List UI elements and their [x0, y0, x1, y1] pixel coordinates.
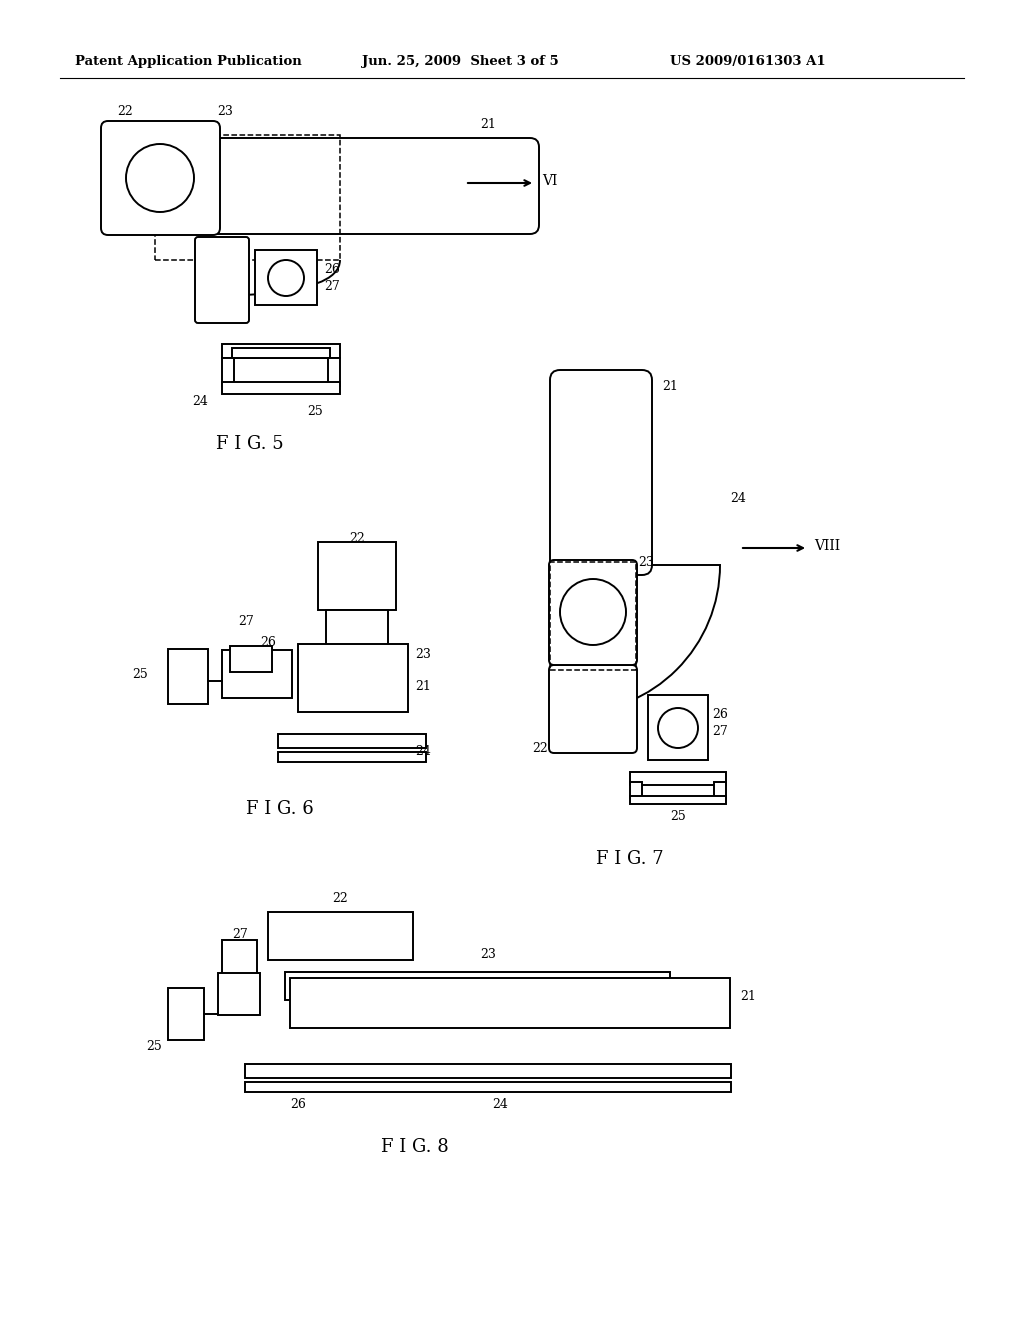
- FancyBboxPatch shape: [101, 121, 220, 235]
- Text: Patent Application Publication: Patent Application Publication: [75, 55, 302, 69]
- Bar: [245, 1064, 731, 1078]
- Bar: [278, 734, 426, 748]
- Bar: [222, 940, 257, 975]
- Text: 25: 25: [670, 810, 686, 822]
- FancyBboxPatch shape: [549, 665, 637, 752]
- Bar: [550, 562, 636, 671]
- Bar: [218, 973, 260, 1015]
- Bar: [168, 987, 204, 1040]
- Bar: [318, 543, 396, 610]
- Text: F I G. 8: F I G. 8: [381, 1138, 449, 1156]
- Bar: [298, 644, 408, 711]
- Bar: [232, 348, 330, 358]
- Text: 25: 25: [307, 405, 323, 418]
- Bar: [255, 249, 317, 305]
- Wedge shape: [572, 565, 720, 713]
- Text: 26: 26: [324, 263, 340, 276]
- Text: 24: 24: [730, 492, 745, 506]
- Text: 21: 21: [662, 380, 678, 393]
- Text: 24: 24: [415, 744, 431, 758]
- Bar: [290, 978, 730, 1028]
- Circle shape: [560, 579, 626, 645]
- Text: 21: 21: [740, 990, 756, 1003]
- Text: 22: 22: [349, 532, 365, 545]
- Text: F I G. 7: F I G. 7: [596, 850, 664, 869]
- Text: 23: 23: [638, 556, 654, 569]
- Bar: [230, 645, 272, 672]
- Bar: [285, 972, 670, 1001]
- Text: VI: VI: [542, 174, 557, 187]
- Text: 27: 27: [324, 280, 340, 293]
- Text: 25: 25: [146, 1040, 162, 1053]
- FancyBboxPatch shape: [550, 370, 652, 576]
- Circle shape: [126, 144, 194, 213]
- Text: 24: 24: [493, 1098, 508, 1111]
- Bar: [222, 381, 340, 393]
- Bar: [328, 358, 340, 385]
- Text: 27: 27: [712, 725, 728, 738]
- Bar: [245, 1082, 731, 1092]
- Circle shape: [658, 708, 698, 748]
- Bar: [222, 649, 292, 698]
- Text: VIII: VIII: [814, 539, 840, 553]
- Text: 21: 21: [480, 117, 496, 131]
- Bar: [630, 781, 642, 799]
- Bar: [278, 752, 426, 762]
- Text: 27: 27: [232, 928, 248, 941]
- Bar: [222, 358, 234, 385]
- Bar: [326, 610, 388, 645]
- Text: 23: 23: [415, 648, 431, 661]
- Circle shape: [268, 260, 304, 296]
- FancyBboxPatch shape: [181, 139, 539, 234]
- Text: 26: 26: [290, 1098, 306, 1111]
- FancyBboxPatch shape: [549, 560, 637, 665]
- Text: 21: 21: [415, 680, 431, 693]
- Bar: [714, 781, 726, 799]
- Bar: [168, 649, 208, 704]
- Text: 23: 23: [480, 948, 496, 961]
- Bar: [222, 345, 340, 358]
- Text: F I G. 5: F I G. 5: [216, 436, 284, 453]
- Bar: [630, 796, 726, 804]
- Text: 22: 22: [117, 106, 133, 117]
- Text: 25: 25: [132, 668, 148, 681]
- FancyBboxPatch shape: [195, 238, 249, 323]
- Text: F I G. 6: F I G. 6: [246, 800, 314, 818]
- Text: 22: 22: [532, 742, 548, 755]
- Text: Jun. 25, 2009  Sheet 3 of 5: Jun. 25, 2009 Sheet 3 of 5: [362, 55, 559, 69]
- Text: 27: 27: [238, 615, 254, 628]
- Text: 22: 22: [332, 892, 348, 906]
- Bar: [268, 912, 413, 960]
- Text: 24: 24: [193, 395, 208, 408]
- Bar: [155, 135, 340, 260]
- Bar: [648, 696, 708, 760]
- Text: US 2009/0161303 A1: US 2009/0161303 A1: [670, 55, 825, 69]
- Text: 26: 26: [260, 636, 275, 649]
- Text: 26: 26: [712, 708, 728, 721]
- Bar: [630, 772, 726, 785]
- Text: 23: 23: [217, 106, 232, 117]
